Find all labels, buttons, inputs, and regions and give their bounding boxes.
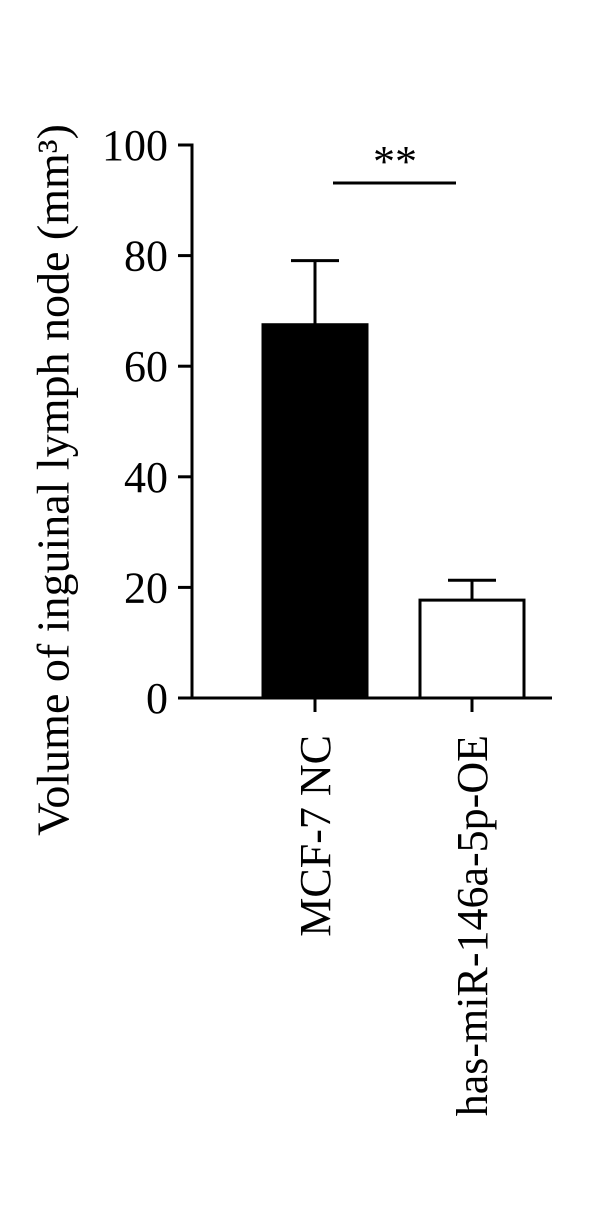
significance: ** (373, 137, 417, 186)
y-tick-label: 0 (146, 674, 168, 723)
y-tick-label: 80 (124, 232, 168, 281)
y-axis-label: Volume of inguinal lymph node (mm³) (28, 124, 79, 836)
y-tick-label: 100 (102, 121, 168, 170)
y-tick-label: 60 (124, 342, 168, 391)
x-tick-label: MCF-7 NC (291, 735, 340, 937)
bar (418, 598, 526, 700)
y-tick-label: 20 (124, 563, 168, 612)
bar (261, 323, 369, 700)
y-tick-label: 40 (124, 453, 168, 502)
x-tick-label: has-miR-146a-5p-OE (448, 735, 497, 1116)
